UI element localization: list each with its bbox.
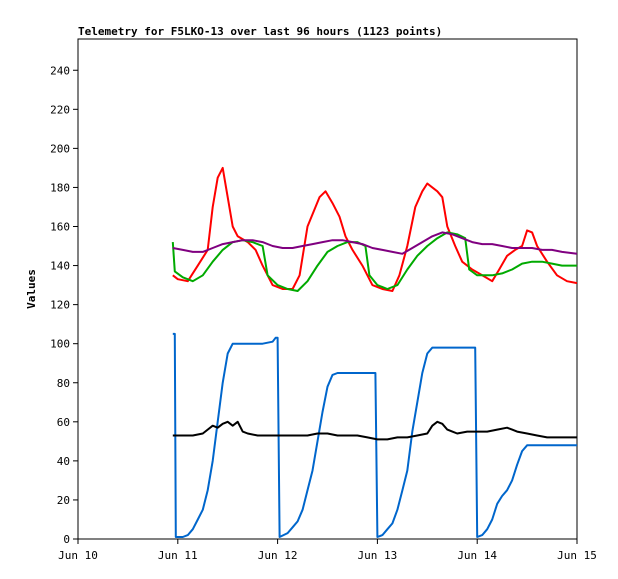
x-tick-label: Jun 15 [557, 549, 597, 562]
y-tick-label: 60 [57, 416, 70, 429]
y-axis-label: Values [25, 269, 38, 309]
y-tick-label: 180 [50, 181, 70, 194]
x-tick-label: Jun 13 [358, 549, 398, 562]
series-line-2 [172, 231, 578, 255]
y-tick-label: 80 [57, 377, 70, 390]
series-line-3 [172, 332, 577, 538]
plot-area [77, 38, 578, 540]
chart-title: Telemetry for F5LKO-13 over last 96 hour… [78, 25, 442, 38]
series-line-0 [172, 166, 578, 292]
x-tick-label: Jun 14 [457, 549, 497, 562]
y-tick-label: 200 [50, 142, 70, 155]
axes: 0 20 40 60 80 100 120 140 160 180 200 220 240 Jun 10 J… [50, 64, 597, 562]
y-tick-label: 0 [63, 533, 70, 546]
y-tick-label: 20 [57, 494, 70, 507]
y-tick-label: 100 [50, 338, 70, 351]
y-tick-label: 140 [50, 260, 70, 273]
y-tick-label: 120 [50, 299, 70, 312]
x-tick-label: Jun 11 [158, 549, 198, 562]
y-tick-label: 40 [57, 455, 70, 468]
y-tick-label: 240 [50, 64, 70, 77]
series-layer [171, 166, 578, 538]
x-tick-label: Jun 10 [58, 549, 98, 562]
series-line-4 [172, 420, 577, 441]
x-tick-label: Jun 12 [258, 549, 298, 562]
y-tick-label: 160 [50, 221, 70, 234]
y-tick-label: 220 [50, 103, 70, 116]
